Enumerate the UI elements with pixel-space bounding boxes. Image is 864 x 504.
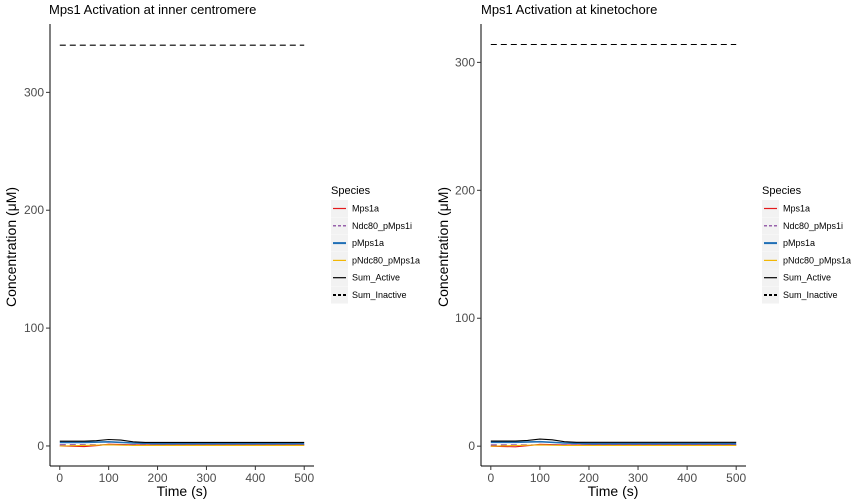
y-tick-label: 100 <box>24 321 44 335</box>
x-tick-label: 200 <box>579 471 599 485</box>
x-tick-label: 0 <box>487 471 494 485</box>
panel-kinetochore: Mps1 Activation at kinetochore Concentra… <box>435 2 851 499</box>
y-tick-label: 200 <box>455 183 475 197</box>
legend-label: Ndc80_pMps1i <box>352 221 412 231</box>
chart-title: Mps1 Activation at kinetochore <box>481 2 657 17</box>
series-line-pndc80-pmps1a <box>59 444 305 447</box>
y-tick-label: 200 <box>24 203 44 217</box>
x-tick-label: 500 <box>294 471 314 485</box>
legend-title: Species <box>762 185 802 197</box>
x-tick-label: 200 <box>148 471 168 485</box>
legend-label: Sum_Active <box>783 273 831 283</box>
plot-area: 0 100 200 300 0 100 200 300 400 500 <box>455 24 747 485</box>
series-line-pndc80-pmps1a <box>490 444 737 447</box>
legend-label: pNdc80_pMps1a <box>783 255 851 265</box>
x-tick-label: 400 <box>245 471 265 485</box>
legend-label: Ndc80_pMps1i <box>783 221 843 231</box>
series-line-sum-active <box>59 438 305 443</box>
x-tick-label: 300 <box>628 471 648 485</box>
y-tick-label: 0 <box>37 439 44 453</box>
plot-area: 0 100 200 300 0 100 200 300 400 500 <box>24 24 315 485</box>
legend-label: Sum_Inactive <box>783 290 838 300</box>
x-axis-title: Time (s) <box>157 483 208 499</box>
y-tick-label: 0 <box>468 439 475 453</box>
legend-label: Mps1a <box>352 204 379 214</box>
x-tick-label: 400 <box>677 471 697 485</box>
y-axis-title: Concentration (μM) <box>3 187 19 307</box>
legend-label: Mps1a <box>783 204 810 214</box>
series-line-pmps1a <box>59 440 305 445</box>
panel-inner-centromere: Mps1 Activation at inner centromere Conc… <box>3 2 420 499</box>
y-tick-label: 300 <box>455 55 475 69</box>
legend-label: pMps1a <box>783 238 815 248</box>
x-tick-label: 300 <box>196 471 216 485</box>
series-line-pmps1a <box>490 440 737 445</box>
y-tick-label: 300 <box>24 85 44 99</box>
legend-label: Sum_Active <box>352 273 400 283</box>
legend-title: Species <box>331 185 371 197</box>
legend: Species Mps1a Ndc80_pMps1i pMps1a pNdc80_pM… <box>762 185 851 304</box>
chart-title: Mps1 Activation at inner centromere <box>49 2 256 17</box>
y-axis-title: Concentration (μM) <box>435 187 451 307</box>
x-axis-title: Time (s) <box>588 483 639 499</box>
y-tick-label: 100 <box>455 311 475 325</box>
x-tick-label: 0 <box>56 471 63 485</box>
x-tick-label: 500 <box>726 471 746 485</box>
x-tick-label: 100 <box>99 471 119 485</box>
legend-label: Sum_Inactive <box>352 290 407 300</box>
legend-label: pNdc80_pMps1a <box>352 255 420 265</box>
legend-label: pMps1a <box>352 238 384 248</box>
series-line-sum-active <box>490 438 737 443</box>
legend: Species Mps1a Ndc80_pMps1i pMps1a pNdc80_pM… <box>331 185 420 304</box>
x-tick-label: 100 <box>530 471 550 485</box>
